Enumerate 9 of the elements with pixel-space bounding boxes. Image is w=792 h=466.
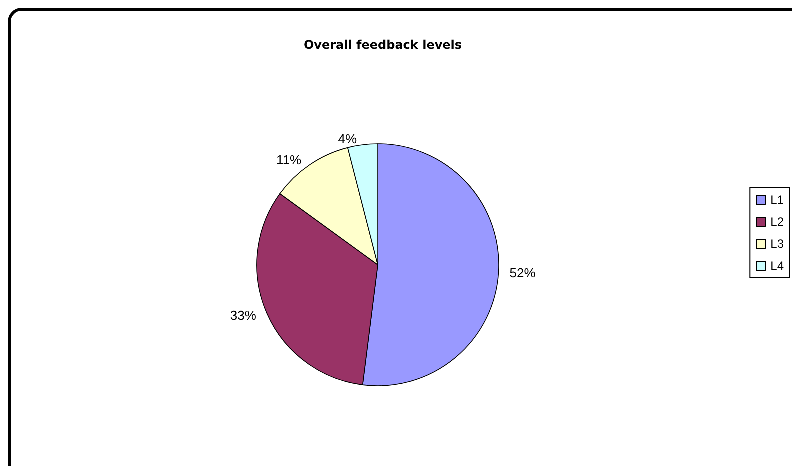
data-label: 52% bbox=[510, 265, 536, 280]
legend-label: L2 bbox=[770, 215, 784, 229]
data-label: 33% bbox=[230, 308, 257, 323]
chart-title: Overall feedback levels bbox=[304, 38, 462, 52]
data-label: 4% bbox=[338, 132, 358, 146]
data-label: 11% bbox=[276, 152, 302, 168]
legend-label: L1 bbox=[770, 193, 784, 207]
legend-label: L4 bbox=[770, 259, 784, 273]
legend-label: L3 bbox=[770, 237, 784, 251]
